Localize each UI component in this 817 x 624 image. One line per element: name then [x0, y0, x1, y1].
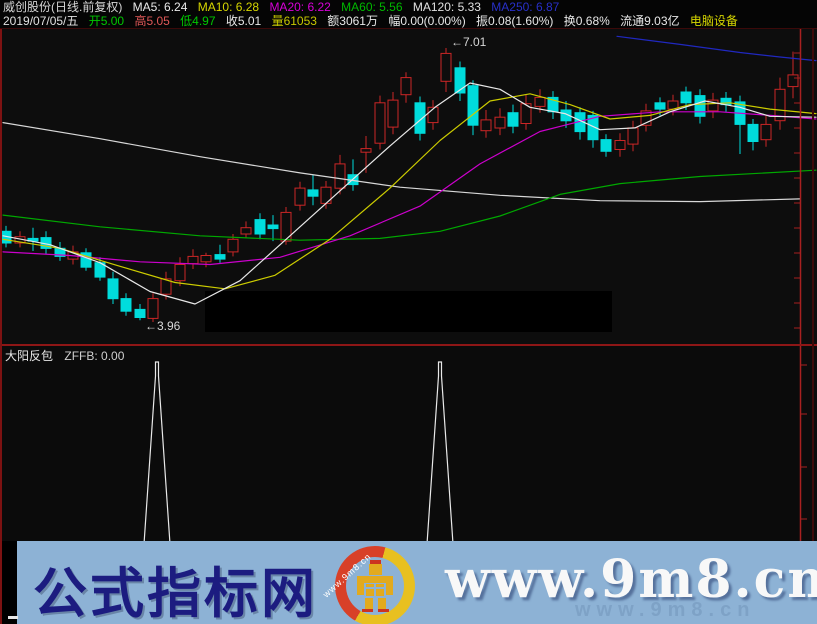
ma-line-ma20 — [2, 111, 817, 266]
watermark-ghost-text: www.9m8.cn — [575, 599, 756, 621]
corner-dash — [8, 616, 18, 619]
turnover-value: 换0.68% — [563, 14, 610, 28]
ma250-value: MA250: 6.87 — [491, 0, 560, 14]
logo-inner-circle — [346, 557, 404, 615]
site-logo-icon: www.9m8.cn — [321, 546, 415, 624]
ma60-value: MA60: 5.56 — [341, 0, 403, 14]
ohlc-info-line: 2019/07/05/五 开5.00 高5.05 低4.97 收5.01 量61… — [0, 14, 817, 28]
signal-spike — [143, 361, 171, 541]
volume-value: 量61053 — [271, 14, 317, 28]
indicator-panel[interactable]: 大阳反包 ZFFB: 0.00 — [0, 346, 817, 541]
watermark-bar: 公式指标网 www.9m8.cn www.9m8.cn www.9m8.cn — [17, 541, 817, 624]
indicator-name: 大阳反包 — [5, 349, 54, 363]
watermark-site-url: www.9m8.cn — [445, 549, 817, 610]
amount-value: 额3061万 — [327, 14, 378, 28]
stock-title: 威创股份(日线.前复权) — [3, 0, 123, 14]
date-value: 2019/07/05/五 — [3, 14, 79, 28]
main-candlestick-chart[interactable]: ←7.01 ←3.96 — [0, 29, 817, 344]
ma-line-ma5 — [2, 82, 817, 305]
indicator-value: ZFFB: 0.00 — [64, 349, 125, 363]
change-value: 幅0.00(0.00%) — [388, 14, 466, 28]
candlestick-canvas[interactable]: ←7.01 ←3.96 — [0, 29, 817, 344]
ma20-value: MA20: 6.22 — [269, 0, 331, 14]
info-header: 威创股份(日线.前复权) MA5: 6.24 MA10: 6.28 MA20: … — [0, 0, 817, 28]
ma120-value: MA120: 5.33 — [412, 0, 481, 14]
industry-tag: 电脑设备 — [689, 14, 738, 28]
indicator-canvas[interactable] — [0, 346, 817, 541]
price-annotation: ←7.01 — [451, 35, 487, 49]
float-shares-value: 流通9.03亿 — [620, 14, 680, 28]
censored-region — [205, 291, 612, 332]
ma-line-ma10 — [2, 93, 817, 290]
ma10-value: MA10: 6.28 — [197, 0, 260, 14]
ma-line-ma250 — [616, 35, 817, 62]
low-value: 低4.97 — [180, 14, 216, 28]
signal-spike — [426, 361, 454, 541]
watermark-site-name: 公式指标网 — [33, 564, 318, 624]
open-value: 开5.00 — [88, 14, 125, 28]
panel-divider[interactable] — [0, 344, 817, 346]
logo-figure — [357, 560, 393, 612]
high-value: 高5.05 — [134, 14, 170, 28]
ma-line-ma60 — [2, 169, 817, 241]
window-left-border — [0, 29, 2, 624]
ma-line-ma120 — [2, 121, 801, 203]
price-annotation: ←3.96 — [145, 319, 181, 333]
chart-top-border — [0, 28, 817, 29]
amplitude-value: 振0.08(1.60%) — [476, 14, 554, 28]
ma5-value: MA5: 6.24 — [132, 0, 188, 14]
close-value: 收5.01 — [225, 14, 262, 28]
ma-legend-line: 威创股份(日线.前复权) MA5: 6.24 MA10: 6.28 MA20: … — [0, 0, 817, 14]
indicator-label-row: 大阳反包 ZFFB: 0.00 — [5, 349, 124, 363]
window-right-border — [812, 29, 814, 541]
